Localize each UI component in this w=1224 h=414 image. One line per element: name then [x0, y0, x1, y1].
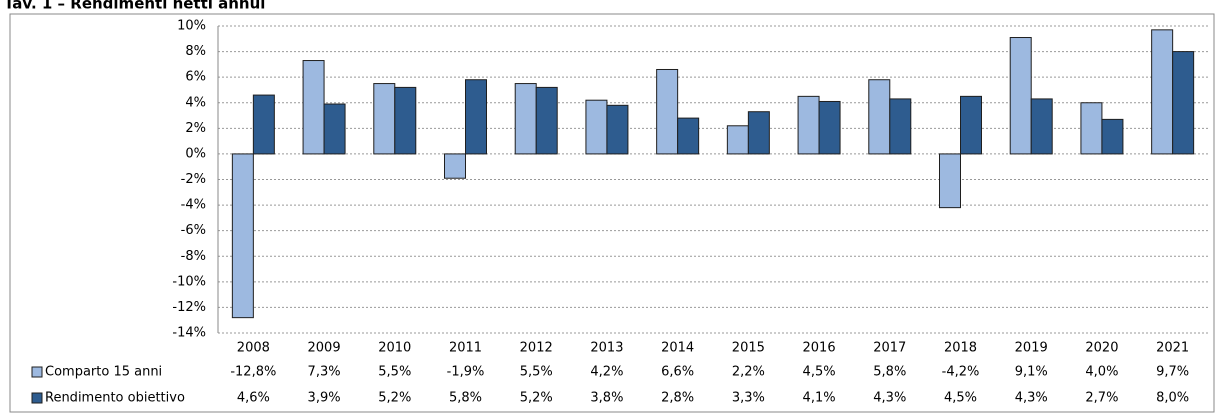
bar	[465, 79, 487, 155]
chart-frame	[9, 13, 1215, 413]
y-tick-label: -14%	[172, 326, 206, 341]
bar	[1101, 118, 1124, 155]
table-value: 2,7%	[1085, 391, 1118, 406]
table-value: 3,3%	[732, 391, 765, 406]
bar	[444, 153, 466, 179]
legend-swatch	[31, 366, 43, 378]
table-value: 9,7%	[1156, 365, 1189, 380]
bar	[1080, 102, 1103, 155]
y-tick-label: 2%	[185, 121, 206, 136]
bar	[1151, 29, 1174, 155]
table-value: 3,8%	[590, 391, 623, 406]
bar	[1009, 37, 1032, 155]
x-tick-label: 2016	[803, 341, 836, 356]
y-tick-label: 4%	[185, 95, 206, 110]
bar	[1172, 51, 1195, 155]
table-value: 4,2%	[590, 365, 623, 380]
x-tick-label: 2012	[520, 341, 553, 356]
y-tick-label: 8%	[185, 44, 206, 59]
y-tick-label: -4%	[181, 198, 206, 213]
bar	[889, 98, 912, 155]
x-tick-label: 2018	[944, 341, 977, 356]
table-value: -12,8%	[230, 365, 276, 380]
bar	[868, 79, 891, 155]
x-tick-label: 2019	[1015, 341, 1048, 356]
table-value: 5,8%	[449, 391, 482, 406]
y-tick-label: 10%	[177, 19, 206, 34]
table-value: 4,5%	[944, 391, 977, 406]
bar	[231, 153, 254, 319]
table-value: 4,1%	[803, 391, 836, 406]
table-value: 2,8%	[661, 391, 694, 406]
bar	[726, 125, 749, 155]
bar	[747, 111, 770, 155]
x-tick-label: 2008	[237, 341, 270, 356]
x-tick-label: 2020	[1085, 341, 1118, 356]
bar	[797, 95, 820, 155]
table-value: 9,1%	[1015, 365, 1048, 380]
table-value: 5,2%	[378, 391, 411, 406]
y-tick-label: -8%	[181, 249, 206, 264]
table-value: 7,3%	[308, 365, 341, 380]
x-tick-label: 2013	[590, 341, 623, 356]
table-value: 4,5%	[803, 365, 836, 380]
x-tick-label: 2010	[378, 341, 411, 356]
table-value: 5,8%	[873, 365, 906, 380]
table-value: -4,2%	[942, 365, 980, 380]
x-tick-label: 2014	[661, 341, 694, 356]
bar	[939, 153, 961, 209]
y-tick-label: -12%	[172, 300, 206, 315]
bar	[818, 100, 841, 155]
bar	[1030, 98, 1053, 155]
y-tick-label: -10%	[172, 274, 206, 289]
table-value: 5,2%	[520, 391, 553, 406]
x-tick-label: 2017	[873, 341, 906, 356]
legend-label: Rendimento obiettivo	[45, 391, 185, 406]
table-value: 4,3%	[1015, 391, 1048, 406]
bar	[535, 86, 558, 155]
table-value: 6,6%	[661, 365, 694, 380]
table-value: 5,5%	[378, 365, 411, 380]
bar	[656, 68, 679, 155]
table-value: 8,0%	[1156, 391, 1189, 406]
bar	[585, 99, 608, 155]
bar	[960, 95, 982, 155]
bar	[302, 60, 325, 155]
y-tick-label: 6%	[185, 70, 206, 85]
x-tick-label: 2015	[732, 341, 765, 356]
table-value: -1,9%	[447, 365, 485, 380]
bar	[394, 86, 417, 155]
x-tick-label: 2009	[308, 341, 341, 356]
bar	[606, 104, 629, 155]
table-value: 5,5%	[520, 365, 553, 380]
bar	[323, 103, 346, 155]
x-tick-label: 2011	[449, 341, 482, 356]
bar	[514, 83, 537, 155]
y-tick-label: 0%	[185, 146, 206, 161]
table-value: 3,9%	[308, 391, 341, 406]
table-value: 4,0%	[1085, 365, 1118, 380]
bar	[373, 83, 396, 155]
table-value: 4,3%	[873, 391, 906, 406]
y-tick-label: -6%	[181, 223, 206, 238]
bar	[677, 117, 700, 155]
chart-title: Tav. 1 – Rendimenti netti annui	[4, 0, 265, 13]
y-tick-label: -2%	[181, 172, 206, 187]
table-value: 4,6%	[237, 391, 270, 406]
x-tick-label: 2021	[1156, 341, 1189, 356]
legend-swatch	[31, 392, 43, 404]
legend-label: Comparto 15 anni	[45, 365, 162, 380]
table-value: 2,2%	[732, 365, 765, 380]
bar	[252, 94, 275, 155]
